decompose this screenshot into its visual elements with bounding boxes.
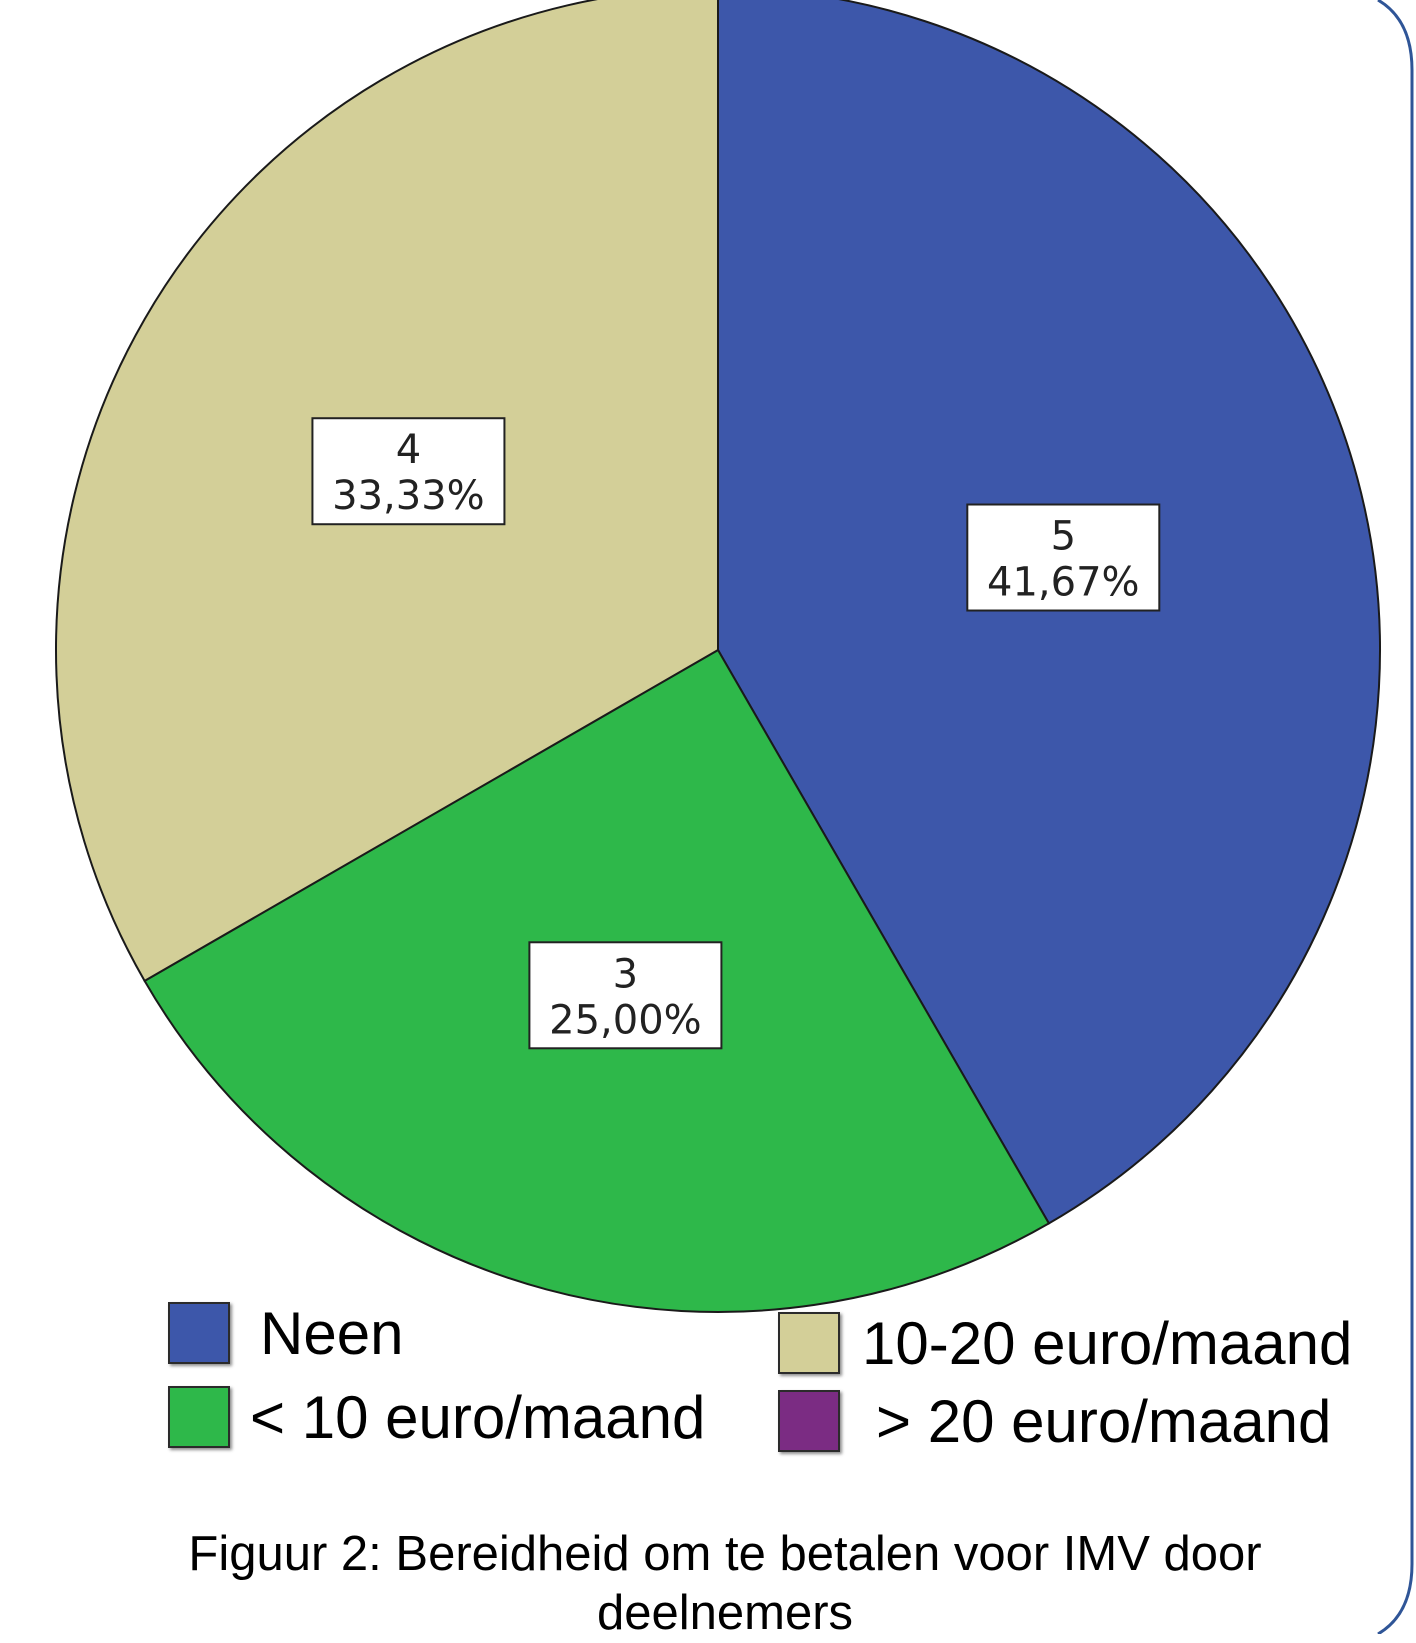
slice-count-2: 4: [396, 427, 421, 473]
legend-item-lt-10: < 10 euro/maand: [168, 1382, 705, 1452]
slice-label-2: 433,33%: [311, 417, 506, 526]
legend-swatch-gt-20: [778, 1390, 840, 1452]
legend-item-10-20: 10-20 euro/maand: [778, 1308, 1352, 1378]
slice-count-1: 3: [613, 951, 638, 997]
slice-label-0: 541,67%: [966, 503, 1161, 612]
legend-swatch-neen: [168, 1302, 230, 1364]
slice-label-box-1: [528, 941, 723, 1050]
frame-border: [1376, 0, 1416, 1634]
legend-item-gt-20: > 20 euro/maand: [778, 1386, 1331, 1456]
legend-label-gt-20: > 20 euro/maand: [876, 1387, 1332, 1455]
figure-caption: Figuur 2: Bereidheid om te betalen voor …: [188, 1527, 1262, 1640]
legend-label-neen: Neen: [260, 1299, 404, 1367]
pie-slice-0: [717, 0, 1381, 1225]
slice-percent-1: 25,00%: [549, 997, 702, 1043]
legend-label-10-20: 10-20 euro/maand: [862, 1309, 1353, 1377]
legend-item-neen: Neen: [168, 1298, 403, 1368]
slice-percent-2: 33,33%: [332, 473, 485, 519]
legend-label-lt-10: < 10 euro/maand: [250, 1383, 706, 1451]
slice-label-box-2: [311, 417, 506, 526]
slice-label-1: 325,00%: [528, 941, 723, 1050]
slice-count-0: 5: [1051, 514, 1076, 560]
slice-percent-0: 41,67%: [987, 560, 1140, 606]
legend-swatch-lt-10: [168, 1386, 230, 1448]
slice-label-box-0: [966, 503, 1161, 612]
legend-swatch-10-20: [778, 1312, 840, 1374]
